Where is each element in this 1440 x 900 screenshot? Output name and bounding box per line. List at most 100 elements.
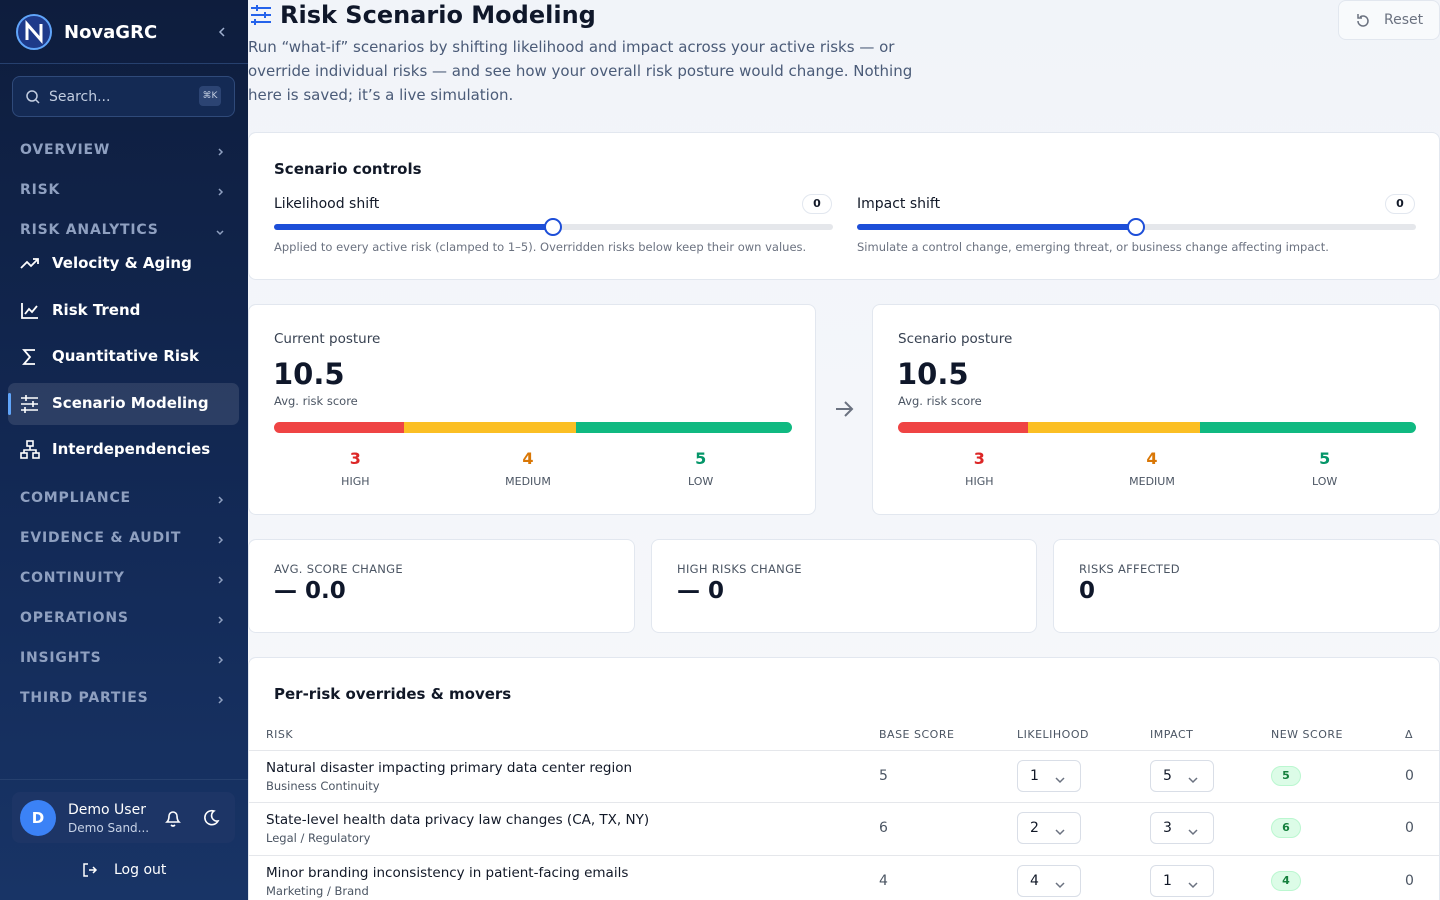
nav-section[interactable]: OPERATIONS	[20, 609, 129, 626]
select[interactable]: 3	[1150, 812, 1214, 845]
row-divider	[249, 854, 1439, 856]
icon	[214, 614, 234, 638]
brand: NovaGRC	[64, 22, 158, 43]
column-header: NEW SCORE	[1271, 728, 1343, 741]
slider-label: Likelihood shift	[274, 196, 380, 212]
risk-name: Minor branding inconsistency in patient-…	[266, 864, 629, 881]
user-box: D Demo User Demo Sand...	[12, 792, 235, 843]
title-icon	[251, 5, 271, 25]
select-value: 5	[1163, 768, 1172, 784]
select-chevron	[1054, 771, 1066, 790]
distribution-segment	[403, 422, 577, 433]
sidebar: NovaGRC Search... ⌘K OVERVIEW RISK RISK AN…	[0, 0, 248, 900]
nav-item[interactable]: Velocity & Aging	[52, 254, 192, 272]
delta: 0	[1405, 768, 1414, 784]
slider-thumb[interactable]	[1127, 218, 1145, 236]
posture-card: Current posture 10.5 Avg. risk score 3 HIGH 4…	[248, 304, 816, 515]
select-chevron	[1187, 876, 1199, 895]
select[interactable]: 1	[1017, 760, 1081, 792]
slider-value: 0	[802, 194, 832, 214]
risk-name: State-level health data privacy law chan…	[266, 812, 650, 829]
select[interactable]: 2	[1017, 812, 1081, 845]
select-value: 1	[1030, 768, 1039, 784]
count-label: LOW	[688, 475, 714, 488]
nav-section[interactable]: RISK	[20, 182, 61, 198]
icon	[214, 146, 234, 170]
risk-category: Legal / Regulatory	[266, 831, 371, 846]
theme-toggle[interactable]	[202, 809, 220, 827]
metric-value: — 0	[677, 578, 725, 604]
card-title: Per-risk overrides & movers	[274, 685, 512, 703]
distribution-segment	[576, 422, 792, 433]
select-chevron	[1187, 823, 1199, 842]
search-box[interactable]: Search... ⌘K	[12, 76, 235, 117]
count-label: LOW	[1312, 475, 1338, 488]
base-score: 4	[879, 872, 888, 889]
nav-section[interactable]: OVERVIEW	[20, 142, 111, 158]
distribution-segment	[1200, 422, 1416, 433]
new-score: 5	[1271, 766, 1301, 786]
nav-section[interactable]: RISK ANALYTICS	[20, 222, 159, 238]
select-chevron	[1187, 771, 1199, 790]
select[interactable]: 4	[1017, 864, 1081, 897]
controls-card: Scenario controls Likelihood shift 0 Appli…	[248, 132, 1440, 280]
score-label: Avg. risk score	[274, 394, 358, 408]
collapse-button[interactable]	[216, 26, 228, 38]
delta: 0	[1405, 820, 1414, 837]
page-title: Risk Scenario Modeling	[280, 1, 596, 29]
nav-item[interactable]: Scenario Modeling	[52, 393, 209, 412]
column-header: IMPACT	[1150, 728, 1194, 741]
count-label: HIGH	[965, 475, 994, 488]
count-label: MEDIUM	[505, 475, 551, 488]
icon	[20, 254, 40, 278]
nav-item[interactable]: Interdependencies	[52, 440, 211, 458]
shortcut: ⌘K	[199, 86, 221, 106]
nav-section[interactable]: INSIGHTS	[20, 649, 102, 666]
column-header: RISK	[266, 728, 294, 741]
column-header: Δ	[1405, 728, 1414, 741]
select-value: 3	[1163, 820, 1172, 837]
count-value: 5	[695, 449, 707, 468]
select-value: 4	[1030, 872, 1039, 889]
distribution-segment	[1027, 422, 1201, 433]
nav-item[interactable]: Risk Trend	[52, 300, 141, 319]
posture-title: Scenario posture	[898, 331, 1013, 347]
slider-fill	[274, 224, 554, 230]
nav-active-bg	[8, 382, 239, 425]
metric-value: — 0.0	[274, 578, 346, 604]
slider-fill	[857, 224, 1137, 230]
distribution-segment	[898, 422, 1028, 433]
new-score: 4	[1271, 870, 1301, 891]
icon	[20, 440, 40, 464]
metric-label: HIGH RISKS CHANGE	[677, 562, 802, 576]
posture-title: Current posture	[274, 331, 381, 347]
main: Risk Scenario Modeling Run “what-if” sce…	[248, 0, 1440, 900]
nav-section[interactable]: THIRD PARTIES	[20, 689, 149, 706]
count-label: HIGH	[341, 475, 370, 488]
user-org: Demo Sand...	[68, 821, 150, 835]
table-card: Per-risk overrides & movers RISK BASE SCO…	[248, 657, 1440, 900]
row-divider	[249, 802, 1439, 804]
delta: 0	[1405, 872, 1414, 889]
notifications[interactable]	[164, 808, 182, 828]
nav-section[interactable]: CONTINUITY	[20, 569, 125, 586]
select[interactable]: 5	[1150, 760, 1214, 792]
card-title: Scenario controls	[274, 160, 422, 178]
search-placeholder: Search...	[49, 89, 111, 105]
slider-hint: Simulate a control change, emerging thre…	[857, 240, 1329, 254]
divider	[0, 63, 248, 64]
posture-card: Scenario posture 10.5 Avg. risk score 3 HIGH…	[872, 304, 1440, 515]
nav-section[interactable]: COMPLIANCE	[20, 489, 131, 506]
nav-section[interactable]: EVIDENCE & AUDIT	[20, 529, 182, 546]
metric-label: AVG. SCORE CHANGE	[274, 562, 403, 576]
select[interactable]: 1	[1150, 864, 1214, 897]
icon	[214, 494, 234, 518]
nav-item[interactable]: Quantitative Risk	[52, 347, 199, 365]
logout-label: Log out	[114, 862, 167, 878]
reset-button[interactable]: Reset	[1338, 0, 1440, 40]
icon	[214, 694, 234, 718]
logout-button[interactable]: Log out	[80, 860, 180, 882]
base-score: 6	[879, 820, 888, 837]
slider-thumb[interactable]	[544, 218, 562, 236]
posture-score: 10.5	[273, 357, 345, 391]
